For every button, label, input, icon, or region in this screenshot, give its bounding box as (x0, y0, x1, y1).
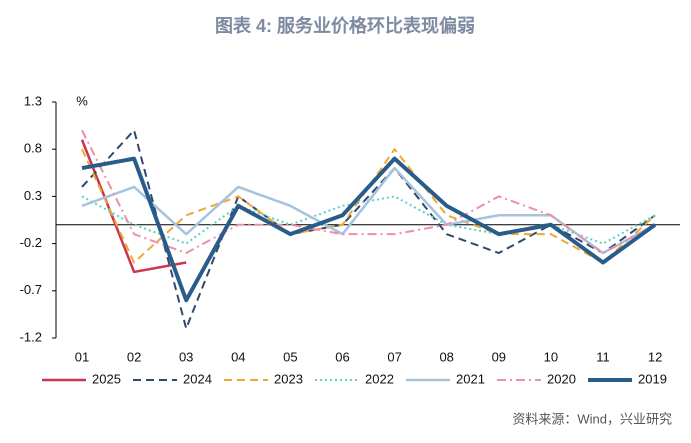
y-unit: % (76, 93, 88, 108)
x-tick-label: 07 (387, 349, 401, 364)
y-tick-label: 0.3 (24, 188, 42, 203)
x-tick-label: 01 (75, 349, 89, 364)
y-tick-label: 1.3 (24, 93, 42, 108)
y-tick-label: -1.2 (20, 329, 42, 344)
legend-label: 2025 (92, 371, 121, 386)
legend-label: 2021 (456, 371, 485, 386)
series-line (81, 148, 656, 264)
y-tick-label: -0.7 (20, 282, 42, 297)
x-tick-label: 12 (648, 349, 662, 364)
x-tick-label: 02 (127, 349, 141, 364)
x-tick-label: 08 (439, 349, 453, 364)
series-line (81, 129, 656, 255)
y-tick-label: 0.8 (24, 141, 42, 156)
legend-label: 2019 (638, 371, 667, 386)
x-tick-label: 04 (231, 349, 245, 364)
series-line (81, 156, 657, 303)
y-tick-label: -0.2 (20, 235, 42, 250)
x-tick-label: 09 (492, 349, 506, 364)
x-tick-label: 05 (283, 349, 297, 364)
chart-title: 图表 4: 服务业价格环比表现偏弱 (215, 15, 475, 36)
x-tick-label: 10 (544, 349, 558, 364)
x-tick-label: 03 (179, 349, 193, 364)
x-tick-label: 06 (335, 349, 349, 364)
legend-label: 2022 (365, 371, 394, 386)
x-tick-label: 11 (596, 349, 610, 364)
legend-label: 2020 (547, 371, 576, 386)
source: 资料来源：Wind，兴业研究 (512, 411, 672, 426)
legend-label: 2024 (183, 371, 212, 386)
series-line (81, 166, 656, 255)
series-line (80, 139, 187, 274)
legend-label: 2023 (274, 371, 303, 386)
